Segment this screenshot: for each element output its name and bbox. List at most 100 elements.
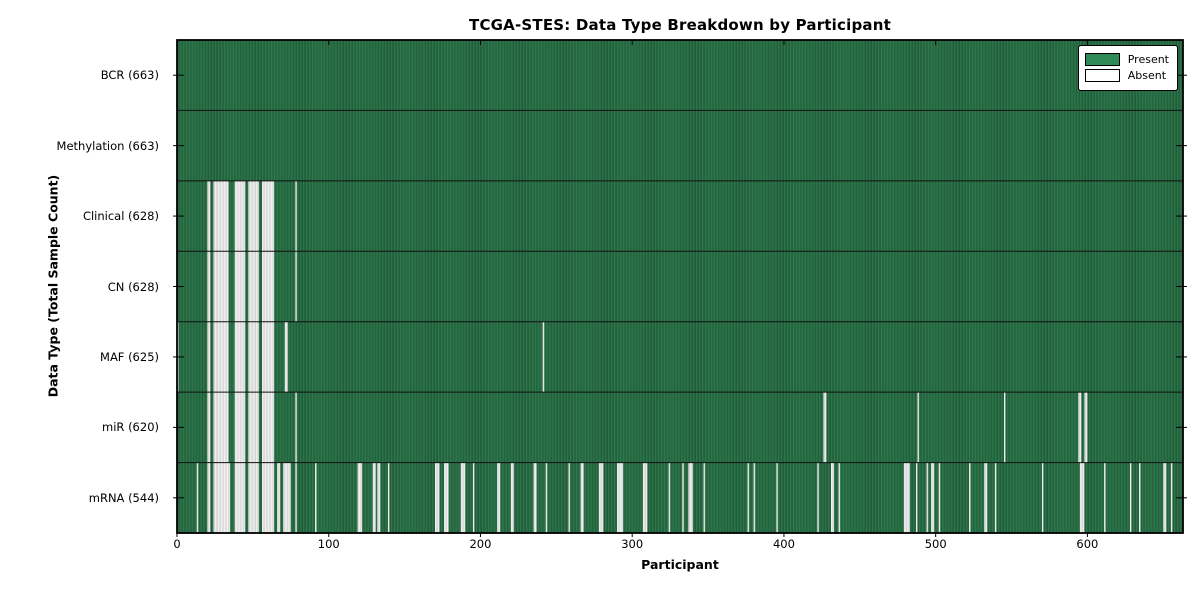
absent-bar-mRNA xyxy=(617,462,624,533)
row-label-Clinical: Clinical (628) xyxy=(82,209,159,224)
absent-bar-mRNA xyxy=(580,462,584,533)
absent-bar-mRNA xyxy=(1041,462,1044,533)
absent-bar-mRNA xyxy=(926,462,929,533)
absent-bar-CN xyxy=(261,251,275,322)
absent-bar-CN xyxy=(295,251,297,322)
absent-bar-mRNA xyxy=(472,462,475,533)
absent-bar-miR xyxy=(1003,392,1006,463)
x-axis-label: Participant xyxy=(641,557,719,572)
absent-bar-MAF xyxy=(248,321,259,393)
absent-bar-mRNA xyxy=(277,462,281,533)
absent-bar-miR xyxy=(1078,392,1082,463)
absent-bar-miR xyxy=(234,392,246,463)
row-label-miR: miR (620) xyxy=(102,420,159,435)
absent-bar-mRNA xyxy=(387,462,390,533)
absent-bar-Clinical xyxy=(248,180,259,252)
y-tick-labels: BCR (663) Methylation (663) Clinical (628)… xyxy=(0,40,168,533)
absent-bar-MAF xyxy=(207,321,211,393)
absent-bar-mRNA xyxy=(213,462,231,533)
absent-bar-mRNA xyxy=(915,462,918,533)
row-label-Methylation: Methylation (663) xyxy=(56,138,159,153)
absent-bar-mRNA xyxy=(747,462,750,533)
absent-bar-miR xyxy=(823,392,827,463)
present-swatch-icon xyxy=(1084,53,1120,66)
absent-bar-mRNA xyxy=(207,462,211,533)
chart-title: TCGA-STES: Data Type Breakdown by Partic… xyxy=(469,16,891,34)
legend-item-present: Present xyxy=(1084,53,1169,66)
absent-bar-mRNA xyxy=(545,462,548,533)
absent-bar-mRNA xyxy=(377,462,381,533)
absent-bar-mRNA xyxy=(830,462,835,533)
legend-item-absent: Absent xyxy=(1084,69,1169,82)
absent-bar-MAF xyxy=(542,321,545,393)
absent-bar-CN xyxy=(213,251,229,322)
legend-label-present: Present xyxy=(1127,53,1169,66)
absent-bar-miR xyxy=(261,392,275,463)
absent-bar-mRNA xyxy=(357,462,363,533)
absent-bar-CN xyxy=(207,251,211,322)
x-tick-label-300: 300 xyxy=(621,537,644,551)
absent-swatch-icon xyxy=(1084,69,1120,82)
absent-bar-Clinical xyxy=(261,180,275,252)
row-label-CN: CN (628) xyxy=(107,279,159,294)
absent-bar-mRNA xyxy=(372,462,376,533)
absent-bar-mRNA xyxy=(510,462,514,533)
x-tick-label-100: 100 xyxy=(317,537,340,551)
x-tick-label-0: 0 xyxy=(173,537,181,551)
row-label-mRNA: mRNA (544) xyxy=(88,490,159,505)
absent-bar-mRNA xyxy=(460,462,466,533)
present-matrix xyxy=(177,40,1183,533)
legend: Present Absent xyxy=(1077,45,1178,91)
absent-bar-mRNA xyxy=(196,462,199,533)
absent-bar-mRNA xyxy=(838,462,841,533)
absent-bar-mRNA xyxy=(776,462,778,533)
absent-bar-mRNA xyxy=(703,462,706,533)
absent-bar-Clinical xyxy=(234,180,246,252)
absent-bar-MAF xyxy=(213,321,229,393)
x-tick-label-400: 400 xyxy=(772,537,795,551)
absent-bar-Clinical xyxy=(207,180,211,252)
absent-bar-mRNA xyxy=(1138,462,1141,533)
absent-bar-miR xyxy=(1084,392,1088,463)
absent-bar-mRNA xyxy=(938,462,941,533)
row-label-MAF: MAF (625) xyxy=(100,349,159,364)
absent-bar-mRNA xyxy=(984,462,988,533)
absent-bar-mRNA xyxy=(261,462,275,533)
absent-bar-mRNA xyxy=(1104,462,1106,533)
absent-bar-mRNA xyxy=(248,462,259,533)
absent-bar-mRNA xyxy=(969,462,971,533)
absent-bar-miR xyxy=(207,392,211,463)
absent-bar-mRNA xyxy=(1129,462,1132,533)
absent-bar-mRNA xyxy=(497,462,501,533)
absent-bar-mRNA xyxy=(444,462,449,533)
absent-bar-Clinical xyxy=(295,180,297,252)
absent-bar-mRNA xyxy=(568,462,570,533)
absent-bar-mRNA xyxy=(315,462,317,533)
absent-bar-mRNA xyxy=(931,462,935,533)
absent-bar-MAF xyxy=(261,321,275,393)
x-tick-label-600: 600 xyxy=(1076,537,1099,551)
absent-bar-CN xyxy=(234,251,246,322)
absent-bar-mRNA xyxy=(598,462,604,533)
absent-bar-miR xyxy=(213,392,229,463)
absent-bar-mRNA xyxy=(234,462,246,533)
absent-bar-mRNA xyxy=(682,462,684,533)
absent-bar-MAF xyxy=(234,321,246,393)
absent-bar-miR xyxy=(295,392,297,463)
absent-bar-miR xyxy=(248,392,259,463)
absent-bar-Clinical xyxy=(213,180,229,252)
absent-bar-mRNA xyxy=(434,462,440,533)
absent-bar-CN xyxy=(248,251,259,322)
absent-bar-mRNA xyxy=(1170,462,1173,533)
absent-bar-mRNA xyxy=(283,462,291,533)
absent-bar-MAF xyxy=(284,321,288,393)
absent-bar-mRNA xyxy=(295,462,297,533)
legend-label-absent: Absent xyxy=(1127,69,1167,82)
absent-bar-mRNA xyxy=(533,462,537,533)
x-tick-label-200: 200 xyxy=(469,537,492,551)
absent-bar-mRNA xyxy=(994,462,997,533)
absent-bar-mRNA xyxy=(688,462,693,533)
absent-bar-mRNA xyxy=(903,462,910,533)
heatmap-plot: Present Absent xyxy=(173,39,1187,537)
